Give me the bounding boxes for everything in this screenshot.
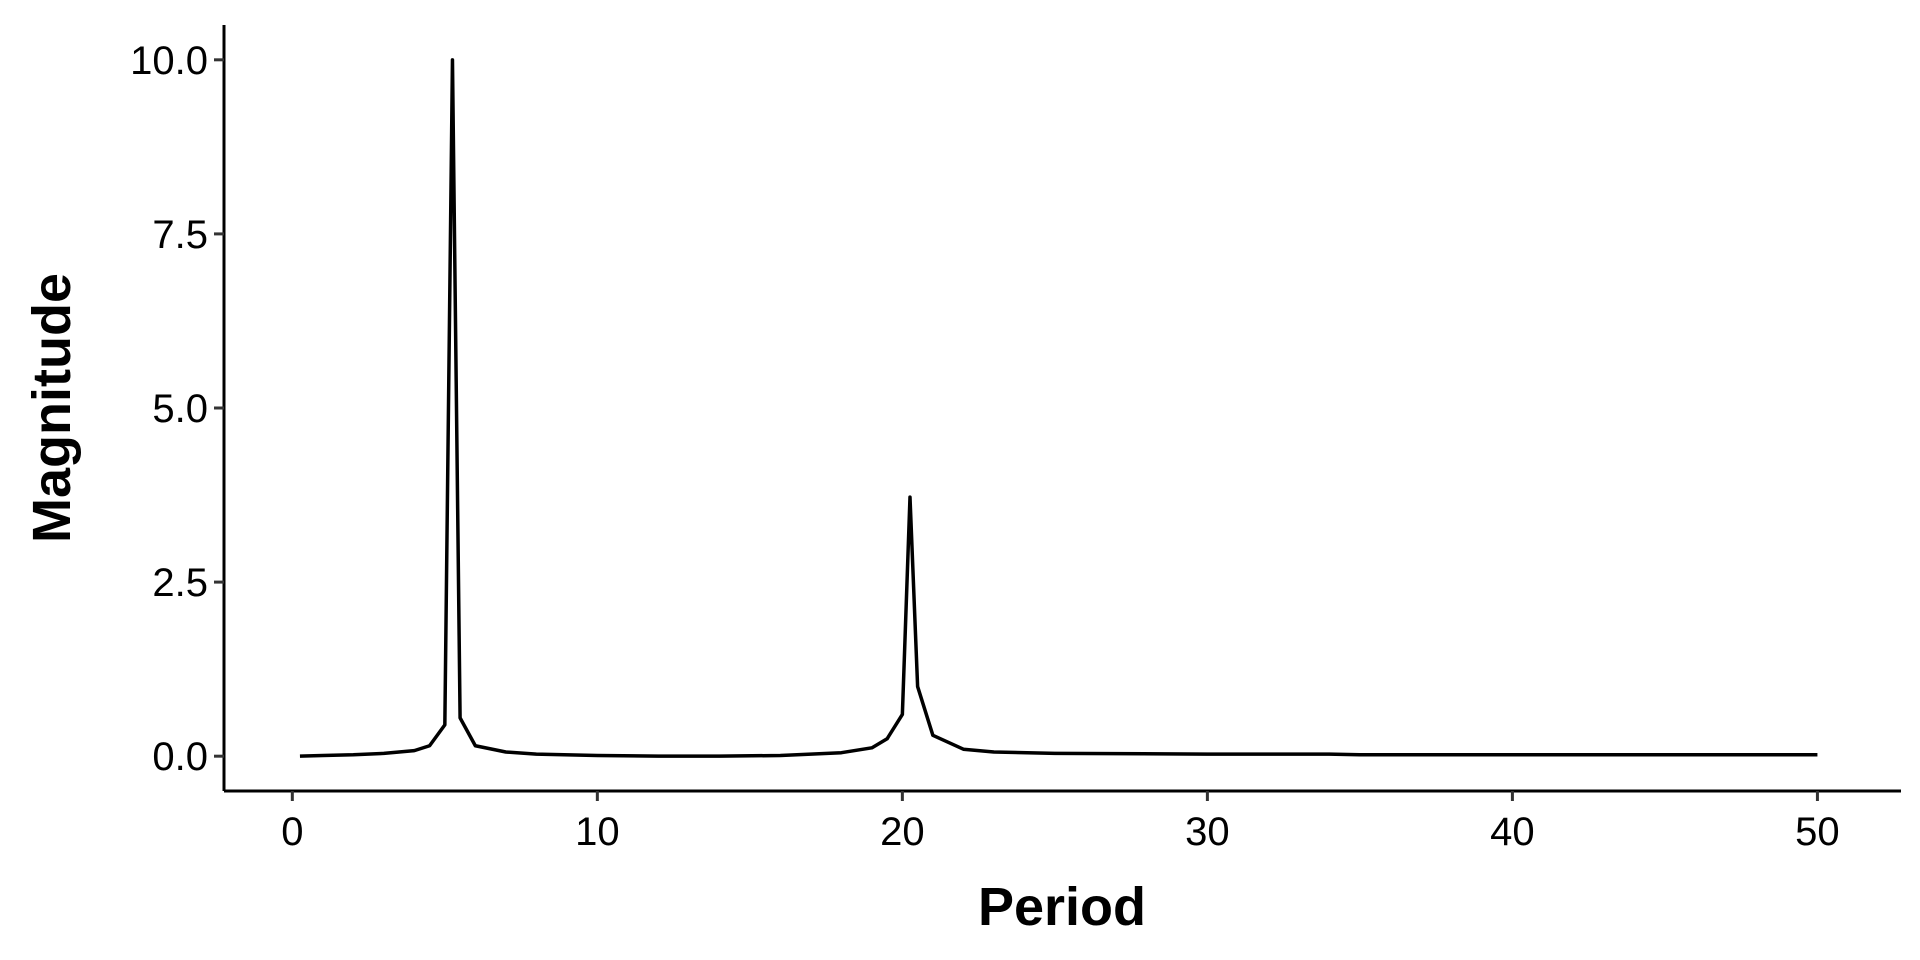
y-tick-label: 0.0 — [152, 735, 208, 779]
y-tick-label: 5.0 — [152, 387, 208, 431]
line-series — [299, 58, 1818, 758]
x-tick-label: 10 — [575, 810, 620, 854]
x-tick-label: 20 — [880, 810, 925, 854]
x-tick-label: 50 — [1795, 810, 1840, 854]
x-tick-label: 40 — [1490, 810, 1535, 854]
x-tick-label: 30 — [1185, 810, 1230, 854]
y-axis-title: Magnitude — [22, 273, 82, 543]
y-tick-label: 7.5 — [152, 213, 208, 257]
y-tick-label: 2.5 — [152, 561, 208, 605]
y-tick-label: 10.0 — [130, 39, 208, 83]
x-axis-title: Period — [978, 877, 1146, 937]
x-tick-label: 0 — [281, 810, 303, 854]
